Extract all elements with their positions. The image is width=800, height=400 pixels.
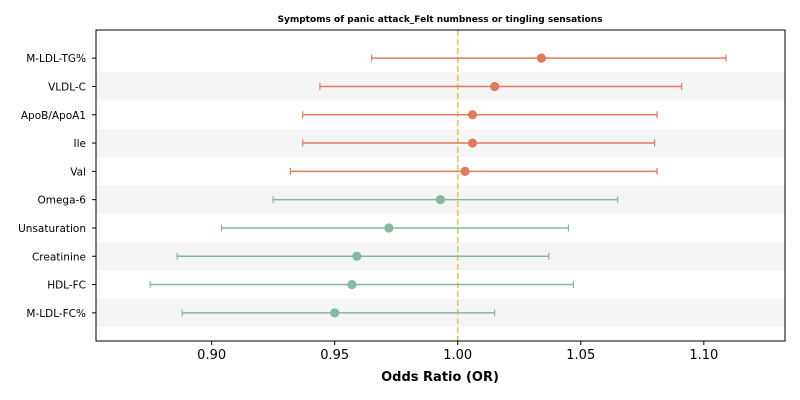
forest-row (302, 138, 656, 148)
forest-row (149, 279, 574, 290)
y-tick-label: Val (70, 166, 86, 178)
forest-row (272, 195, 619, 205)
forest-row (302, 110, 658, 120)
y-tick-label: Omega-6 (37, 195, 86, 207)
or-point (536, 53, 546, 63)
or-point (490, 81, 500, 92)
forest-row (220, 223, 570, 233)
forest-rows (149, 53, 727, 318)
x-axis: 0.90 0.95 1.00 1.05 1.10 (197, 341, 718, 363)
y-tick-label: VLDL-C (48, 81, 86, 93)
or-point (467, 110, 478, 120)
y-tick-label: Creatinine (32, 251, 86, 263)
or-point (330, 308, 340, 318)
forest-row (371, 53, 727, 63)
or-point (435, 195, 446, 205)
forest-row (319, 81, 683, 92)
or-point (384, 223, 394, 233)
forest-row (289, 166, 658, 176)
y-tick-label: M-LDL-TG% (26, 53, 86, 65)
y-tick-label: Ile (74, 138, 86, 150)
x-tick-label: 1.10 (689, 348, 718, 363)
x-tick-label: 1.05 (566, 348, 595, 363)
plot-frame (95, 29, 786, 342)
or-point (352, 251, 362, 261)
y-tick-label: ApoB/ApoA1 (21, 110, 86, 122)
or-point (347, 279, 357, 290)
x-axis-label: Odds Ratio (OR) (381, 370, 499, 385)
y-tick-label: M-LDL-FC% (26, 308, 86, 320)
chart-title: Symptoms of panic attack_Felt numbness o… (278, 15, 603, 25)
or-point (467, 138, 478, 148)
y-tick-label: HDL-FC (47, 280, 86, 292)
x-tick-label: 1.00 (443, 348, 472, 363)
or-point (460, 166, 470, 176)
forest-row (181, 308, 496, 318)
y-axis: M-LDL-TG% VLDL-C ApoB/ApoA1 Ile Val Omega-6 Un… (18, 53, 96, 320)
x-tick-label: 0.90 (197, 348, 226, 363)
forest-row (176, 251, 550, 261)
y-tick-label: Unsaturation (18, 223, 86, 235)
x-tick-label: 0.95 (320, 348, 349, 363)
